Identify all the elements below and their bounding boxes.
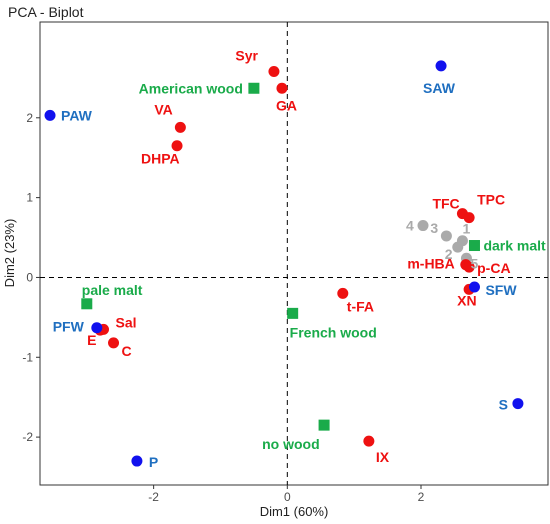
label-no-wood: no wood [262, 436, 320, 452]
point-2 [452, 241, 464, 253]
label-ix: IX [376, 449, 390, 465]
point-3 [440, 230, 452, 242]
data-points [44, 60, 524, 467]
label-sal: Sal [116, 314, 137, 330]
label-sfw: SFW [485, 282, 517, 298]
point-ix [363, 435, 375, 447]
x-axis-title: Dim1 (60%) [260, 504, 329, 519]
point-saw [435, 60, 447, 72]
x-tick-label: 0 [284, 490, 291, 504]
point-american-wood [248, 82, 260, 94]
point-c [108, 337, 120, 349]
label-tpc: TPC [477, 192, 505, 208]
y-axis-title: Dim2 (23%) [2, 219, 17, 288]
label-paw: PAW [61, 107, 93, 123]
point-t-fa [337, 287, 349, 299]
point-syr [268, 65, 280, 77]
point-p [131, 455, 143, 467]
point-pfw [91, 322, 103, 334]
y-tick-label: 2 [26, 111, 33, 125]
point-no-wood [318, 419, 330, 431]
label-american-wood: American wood [139, 80, 243, 96]
point-ga [276, 82, 288, 94]
label-4: 4 [406, 218, 414, 234]
point-4 [417, 220, 429, 232]
point-sfw [468, 281, 480, 293]
point-tpc [463, 212, 475, 224]
y-tick-label: 0 [26, 270, 33, 284]
point-va [174, 121, 186, 133]
label-dark-malt: dark malt [483, 238, 546, 254]
x-tick-label: 2 [418, 490, 425, 504]
y-tick-label: 1 [26, 191, 33, 205]
point-dhpa [171, 140, 183, 152]
point-french-wood [287, 307, 299, 319]
label-xn: XN [457, 292, 476, 308]
label-dhpa: DHPA [141, 151, 180, 167]
label-m-hba: m-HBA [407, 256, 454, 272]
y-tick-label: -1 [22, 350, 33, 364]
zero-lines [40, 22, 548, 485]
label-p: P [149, 454, 158, 470]
axis-ticks: -2 0 2 -2 -1 0 1 2 [22, 111, 424, 504]
label-p-ca: p-CA [477, 260, 510, 276]
label-2: 2 [445, 246, 453, 262]
point-s [512, 398, 524, 410]
chart-title: PCA - Biplot [8, 4, 84, 20]
label-3: 3 [430, 220, 438, 236]
label-5: 5 [470, 255, 478, 271]
point-p-ca [463, 261, 475, 273]
label-s: S [499, 397, 508, 413]
x-tick-label: -2 [148, 490, 159, 504]
label-french-wood: French wood [290, 324, 377, 340]
label-1: 1 [462, 221, 470, 237]
label-saw: SAW [423, 80, 456, 96]
point-pale-malt [81, 298, 93, 310]
label-syr: Syr [235, 47, 258, 63]
label-pale-malt: pale malt [82, 282, 143, 298]
label-t-fa: t-FA [347, 298, 374, 314]
label-ga: GA [276, 97, 297, 113]
y-tick-label: -2 [22, 430, 33, 444]
point-paw [44, 109, 56, 121]
label-pfw: PFW [53, 319, 85, 335]
point-dark-malt [468, 240, 480, 252]
label-e: E [87, 332, 96, 348]
label-c: C [122, 343, 132, 359]
label-va: VA [154, 101, 172, 117]
plot-panel [39, 21, 549, 486]
label-tfc: TFC [432, 196, 459, 212]
